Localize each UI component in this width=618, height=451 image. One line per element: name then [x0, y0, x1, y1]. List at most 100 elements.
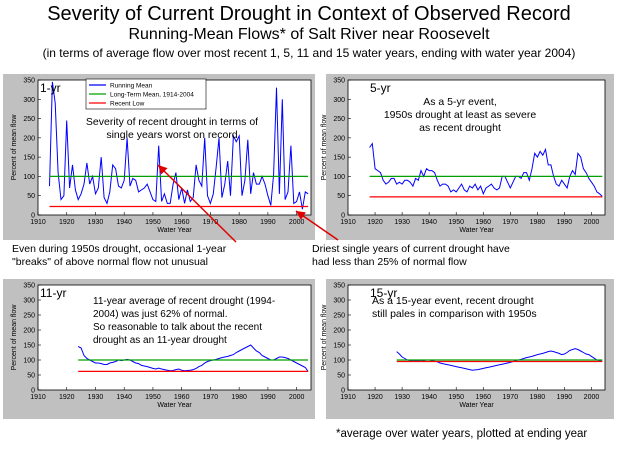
legend-entry: Running Mean: [110, 83, 153, 90]
y-axis-label: Percent of mean flow: [11, 114, 18, 181]
legend-entry: Recent Low: [110, 101, 145, 108]
x-tick-label: 1910: [340, 219, 356, 226]
series-running-mean: [369, 142, 603, 197]
note-driest-line-2: had less than 25% of normal flow: [312, 256, 467, 268]
y-tick-label: 100: [23, 174, 35, 181]
chart-annotation-line: single years worst on record: [106, 129, 237, 141]
y-tick-label: 0: [31, 213, 35, 220]
chart-annotation-line: Severity of recent drought in terms of: [86, 116, 258, 128]
y-tick-label: 50: [337, 193, 345, 200]
chart-annotation-line: still pales in comparison with 1950s: [372, 308, 537, 320]
x-tick-label: 1920: [59, 394, 75, 401]
x-tick-label: 1930: [88, 394, 104, 401]
x-tick-label: 1950: [145, 394, 161, 401]
chart-annotation-line: As a 5-yr event,: [423, 96, 497, 108]
x-tick-label: 1990: [260, 394, 276, 401]
x-tick-label: 2000: [584, 394, 600, 401]
y-tick-label: 350: [333, 283, 345, 290]
y-axis-label: Percent of mean flow: [321, 304, 328, 371]
x-tick-label: 1970: [203, 219, 219, 226]
y-tick-label: 300: [333, 97, 345, 104]
panel-label: 5-yr: [370, 81, 391, 95]
y-tick-label: 100: [333, 358, 345, 365]
plot-area: [347, 284, 606, 391]
footnote: *average over water years, plotted at en…: [336, 428, 588, 440]
y-tick-label: 200: [333, 135, 345, 142]
panel-label: 11-yr: [40, 286, 66, 300]
x-axis-label: Water Year: [157, 402, 192, 409]
y-tick-label: 50: [337, 373, 345, 380]
y-tick-label: 250: [23, 116, 35, 123]
x-tick-label: 2000: [584, 219, 600, 226]
chart-11-yr: 0 50 100 150 200 250 300 350 1910 1920 1930 1940 195…: [3, 279, 315, 419]
x-tick-label: 2000: [289, 394, 305, 401]
x-tick-label: 1930: [88, 219, 104, 226]
x-tick-label: 1970: [503, 219, 519, 226]
plot-area: [37, 284, 312, 391]
y-tick-label: 250: [333, 313, 345, 320]
x-axis-label: Water Year: [459, 402, 494, 409]
y-tick-label: 250: [333, 116, 345, 123]
chart-annotation-line: 2004) was just 62% of normal.: [93, 309, 228, 320]
x-tick-label: 1940: [421, 219, 437, 226]
y-tick-label: 0: [341, 213, 345, 220]
arrow-to-1950s: [157, 164, 237, 243]
x-tick-label: 1930: [394, 219, 410, 226]
y-tick-label: 50: [27, 193, 35, 200]
x-tick-label: 1970: [503, 394, 519, 401]
x-axis-label: Water Year: [459, 227, 494, 234]
y-tick-label: 150: [23, 343, 35, 350]
x-tick-label: 1980: [231, 219, 247, 226]
y-tick-label: 350: [23, 283, 35, 290]
x-tick-label: 1990: [260, 219, 276, 226]
x-tick-label: 1940: [421, 394, 437, 401]
page-subtitle-detail: (in terms of average flow over most rece…: [42, 46, 576, 60]
arrow-to-recent-low: [295, 210, 339, 241]
x-tick-label: 1950: [145, 219, 161, 226]
y-tick-label: 100: [333, 174, 345, 181]
y-tick-label: 300: [23, 298, 35, 305]
x-tick-label: 1920: [367, 219, 383, 226]
y-tick-label: 150: [333, 343, 345, 350]
y-tick-label: 350: [333, 78, 345, 85]
y-axis-label: Percent of mean flow: [11, 304, 18, 371]
y-tick-label: 250: [23, 313, 35, 320]
x-tick-label: 2000: [289, 219, 305, 226]
panel-label: 15-yr: [370, 286, 397, 300]
y-tick-label: 200: [333, 328, 345, 335]
chart-annotation-line: So reasonable to talk about the recent: [93, 322, 262, 333]
x-tick-label: 1930: [394, 394, 410, 401]
y-tick-label: 200: [23, 328, 35, 335]
x-tick-label: 1980: [231, 394, 247, 401]
chart-annotation-line: drought as an 11-year drought: [93, 335, 227, 346]
note-driest-line-1: Driest single years of current drought h…: [312, 243, 510, 255]
x-tick-label: 1910: [30, 394, 46, 401]
chart-annotation-line: 1950s drought at least as severe: [384, 109, 537, 121]
chart-5-yr: 0 50 100 150 200 250 300 350 1910 1920 1930 1940 195…: [321, 74, 614, 240]
x-tick-label: 1910: [340, 394, 356, 401]
chart-1-yr: 0 50 100 150 200 250 300 350 1910 1920 1930 1940 195…: [3, 74, 315, 240]
x-tick-label: 1970: [203, 394, 219, 401]
y-tick-label: 100: [23, 358, 35, 365]
y-tick-label: 350: [23, 78, 35, 85]
y-axis-label: Percent of mean flow: [321, 114, 328, 181]
x-tick-label: 1950: [448, 394, 464, 401]
panel-label: 1-yr: [40, 81, 61, 95]
x-tick-label: 1960: [475, 219, 491, 226]
note-1950s-line-1: Even during 1950s drought, occasional 1-…: [12, 243, 227, 255]
page-subtitle: Running-Mean Flows* of Salt River near R…: [128, 26, 490, 43]
note-1950s-line-2: "breaks" of above normal flow not unusua…: [12, 256, 208, 268]
x-tick-label: 1960: [174, 394, 190, 401]
y-tick-label: 0: [341, 388, 345, 395]
x-tick-label: 1940: [116, 219, 132, 226]
chart-annotation-line: as recent drought: [419, 122, 501, 134]
x-tick-label: 1980: [530, 219, 546, 226]
y-tick-label: 0: [31, 388, 35, 395]
plot-area: [347, 79, 606, 216]
y-tick-label: 300: [23, 97, 35, 104]
y-tick-label: 300: [333, 298, 345, 305]
chart-15-yr: 0 50 100 150 200 250 300 350 1910 1920 1930 1940 195…: [321, 279, 614, 419]
x-tick-label: 1980: [530, 394, 546, 401]
